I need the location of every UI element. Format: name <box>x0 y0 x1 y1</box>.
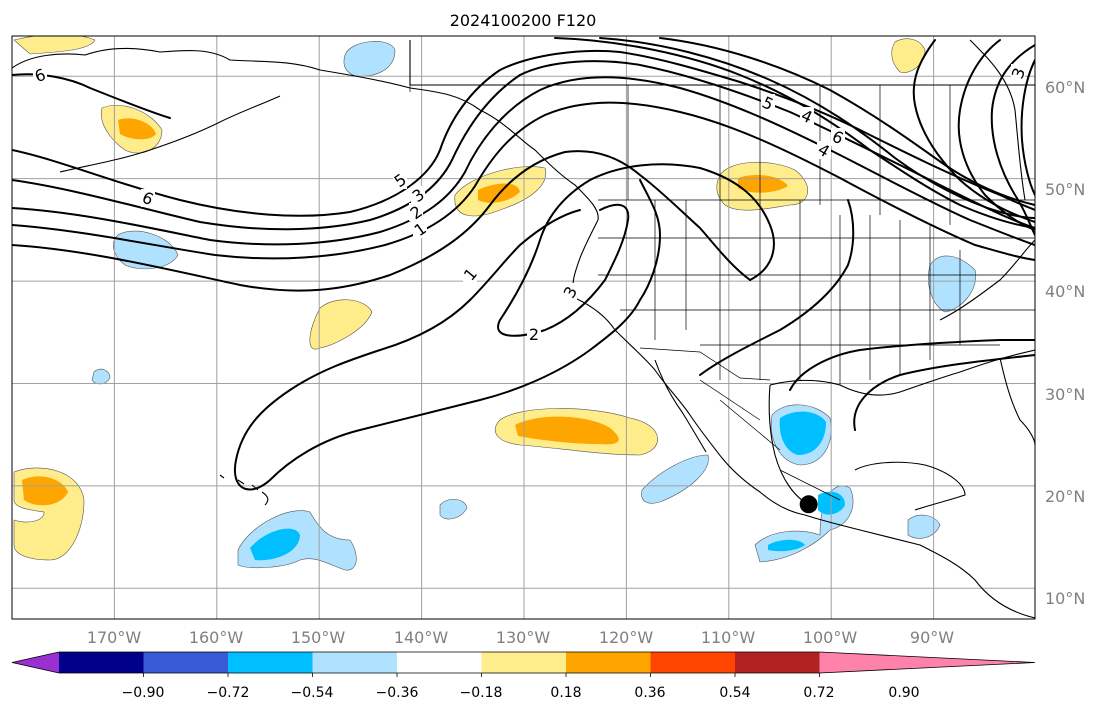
anomaly-region-positive-strong <box>22 476 68 506</box>
alaska-peninsula-coastline <box>59 95 281 173</box>
hawaii-islands <box>219 474 269 506</box>
lon-tick-label: 130°W <box>496 628 551 647</box>
colorbar-segment <box>650 652 736 673</box>
colorbar-tick-label: 0.90 <box>888 685 919 701</box>
colorbar-segment <box>59 652 144 673</box>
colorbar-segment <box>312 652 398 673</box>
anomaly-region-negative <box>641 454 709 504</box>
colorbar-segment <box>228 652 313 673</box>
coastlines <box>12 39 1035 619</box>
colorbar-tick-label: 0.54 <box>719 685 750 701</box>
anomaly-region-positive-strong <box>738 174 788 193</box>
mexico-state-borders <box>699 379 841 501</box>
lat-tick-label: 10°N <box>1045 589 1085 608</box>
contour-line <box>853 354 1035 431</box>
anomaly-region-negative-strong <box>768 539 805 552</box>
colorbar-under-triangle <box>12 652 59 673</box>
longitude-tick-labels: 170°W 160°W 150°W 140°W 130°W 120°W 110°… <box>87 628 954 647</box>
contour-line <box>554 37 1035 229</box>
gulf-coast-west <box>768 384 811 506</box>
contour-line <box>1020 59 1035 196</box>
anomaly-region-positive-strong <box>118 118 156 140</box>
lon-tick-label: 170°W <box>87 628 142 647</box>
anomaly-region-negative <box>343 41 396 77</box>
contour-line <box>659 37 1035 206</box>
alaska-coastline <box>12 47 599 221</box>
anomaly-region-negative <box>928 255 977 313</box>
florida-coastline <box>999 357 1035 446</box>
colorbar-tick-labels: −0.90 −0.72 −0.54 −0.36 −0.18 0.18 0.36 … <box>122 685 920 701</box>
anomaly-region-negative-strong <box>250 528 300 561</box>
contour-line <box>912 39 1035 223</box>
colorbar-tick-label: 0.36 <box>634 685 665 701</box>
baja-coastline <box>654 359 707 453</box>
colorbar-segment <box>397 652 482 673</box>
location-marker <box>799 495 818 514</box>
lon-tick-label: 90°W <box>910 628 954 647</box>
contour-line <box>12 76 1035 246</box>
anomaly-region-positive-strong <box>515 416 619 445</box>
graticule <box>12 36 1035 619</box>
colorbar-tick-label: −0.90 <box>122 685 165 701</box>
gulf-coast-coastline <box>769 349 1035 396</box>
contour-line <box>12 150 751 292</box>
contour-label-group: 6 5 3 2 1 1 2 3 5 4 6 4 3 6 <box>32 64 1029 344</box>
anomaly-region-negative <box>91 368 111 385</box>
colorbar-tick-label: −0.54 <box>291 685 334 701</box>
contour-line <box>990 44 1035 236</box>
contour-line <box>599 37 1035 219</box>
colorbar-segment <box>143 652 229 673</box>
hudson-bay-coastline <box>969 39 1026 201</box>
colorbar-over-triangle <box>819 652 1035 673</box>
anomaly-region-negative <box>907 514 941 539</box>
lon-tick-label: 100°W <box>803 628 858 647</box>
colorbar-tick-label: −0.72 <box>207 685 250 701</box>
lon-tick-label: 120°W <box>599 628 654 647</box>
contour-lines <box>12 37 1035 491</box>
map-title: 2024100200 F120 <box>450 11 597 30</box>
anomaly-region-positive <box>13 36 96 55</box>
contour-line <box>497 163 775 337</box>
contour-line <box>12 60 1035 231</box>
anomaly-region-negative-strong <box>779 411 826 455</box>
contour-line <box>12 49 1035 217</box>
yucatan-coastline <box>854 461 966 511</box>
contour-line <box>699 199 855 376</box>
anomaly-region-positive <box>309 299 373 350</box>
colorbar-segment <box>735 652 820 673</box>
contour-line <box>233 179 662 491</box>
colorbar-tick-label: −0.18 <box>460 685 503 701</box>
lon-tick-label: 140°W <box>394 628 449 647</box>
east-coastline <box>939 239 1035 321</box>
lat-tick-label: 50°N <box>1045 180 1085 199</box>
contour-line <box>12 101 1035 261</box>
colorbar-segment <box>481 652 567 673</box>
lat-tick-label: 60°N <box>1045 78 1085 97</box>
map-frame <box>11 35 1036 620</box>
anomaly-region-positive <box>891 38 926 73</box>
lon-tick-label: 110°W <box>701 628 756 647</box>
colorbar <box>11 651 1036 677</box>
colorbar-segment <box>566 652 651 673</box>
colorbar-tick-label: 0.18 <box>550 685 581 701</box>
colorbar-tick-label: −0.36 <box>376 685 419 701</box>
lat-tick-label: 40°N <box>1045 282 1085 301</box>
contour-line <box>789 339 1035 391</box>
lat-tick-label: 30°N <box>1045 385 1085 404</box>
colorbar-tick-label: 0.72 <box>803 685 834 701</box>
anomaly-region-negative <box>439 499 468 520</box>
contour-label: 2 <box>529 325 539 344</box>
lon-tick-label: 160°W <box>189 628 244 647</box>
lon-tick-label: 150°W <box>291 628 346 647</box>
latitude-tick-labels: 60°N 50°N 40°N 30°N 20°N 10°N <box>1045 78 1085 608</box>
colorbar-outline <box>11 651 1036 674</box>
lat-tick-label: 20°N <box>1045 487 1085 506</box>
